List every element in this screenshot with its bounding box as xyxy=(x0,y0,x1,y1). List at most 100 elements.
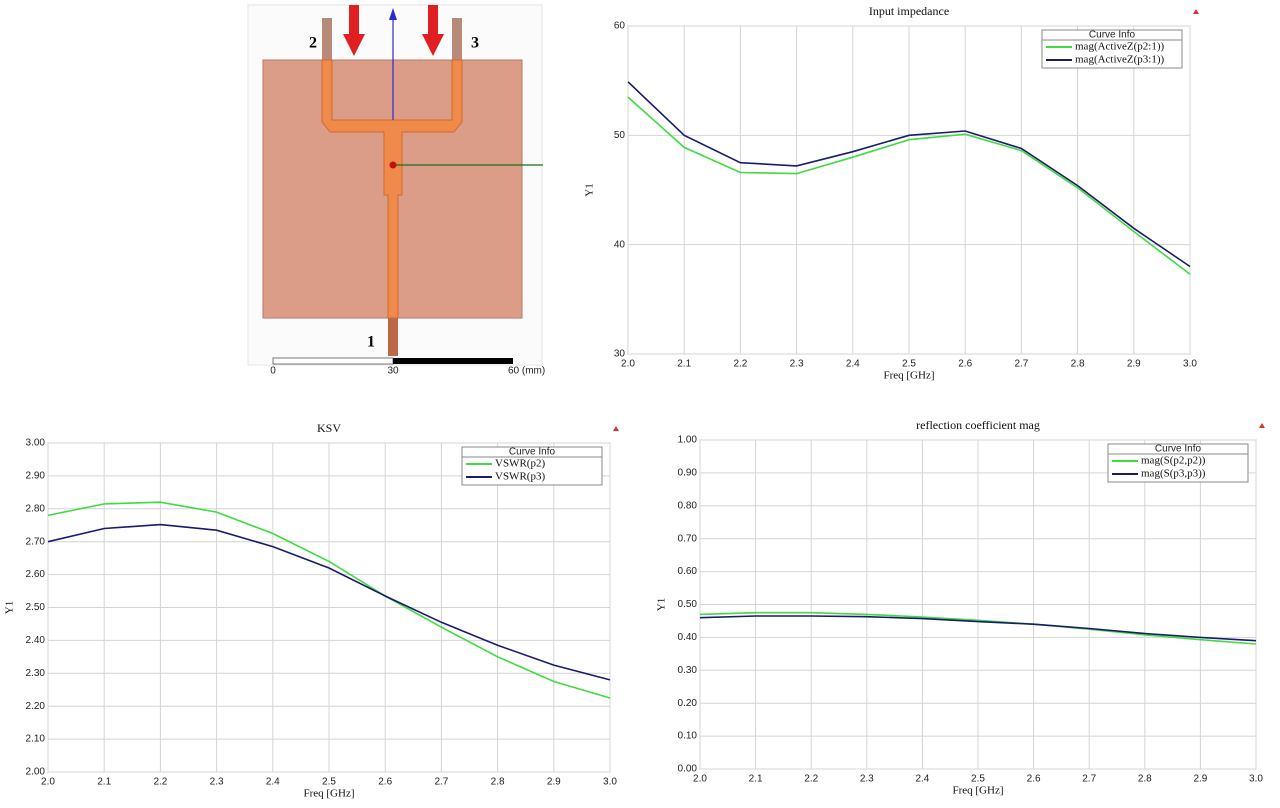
x-tick-label: 2.3 xyxy=(210,777,224,788)
x-axis-label: Freq [GHz] xyxy=(303,788,354,800)
y-axis-label: Y1 xyxy=(656,598,668,611)
x-axis-label: Freq [GHz] xyxy=(883,370,934,382)
x-tick-label: 2.5 xyxy=(322,777,336,788)
x-axis-label: Freq [GHz] xyxy=(952,785,1003,797)
y-tick-label: 2.20 xyxy=(26,701,46,712)
chart: 2.00 2.10 2.20 2.30 2.40 2.50 2.60 2.70 2.80 2.90… xyxy=(4,421,619,800)
y-tick-label: 30 xyxy=(614,349,626,360)
series-line xyxy=(699,615,1257,642)
y-tick-label: 0.10 xyxy=(678,731,698,742)
y-tick-label: 0.30 xyxy=(678,665,698,676)
scale-label: 60 (mm) xyxy=(508,366,545,377)
port-label: 1 xyxy=(367,334,375,351)
y-tick-label: 2.60 xyxy=(26,569,46,580)
y-tick-label: 2.40 xyxy=(26,635,46,646)
x-tick-label: 2.4 xyxy=(915,774,929,785)
y-tick-label: 0.90 xyxy=(678,468,698,479)
corner-marker xyxy=(613,426,619,431)
legend-label: mag(ActiveZ(p2:1)) xyxy=(1075,41,1165,53)
x-tick-label: 3.0 xyxy=(603,777,617,788)
y-tick-label: 0.40 xyxy=(678,632,698,643)
x-tick-label: 2.3 xyxy=(790,359,804,370)
x-tick-label: 2.4 xyxy=(846,359,860,370)
x-tick-label: 2.1 xyxy=(677,359,691,370)
legend-title: Curve Info xyxy=(509,447,556,458)
chart-title: reflection coefficient mag xyxy=(916,418,1040,432)
feed-point xyxy=(389,161,397,169)
y-tick-label: 2.30 xyxy=(26,668,46,679)
scale-label: 0 xyxy=(270,366,276,377)
chart: 0.00 0.10 0.20 0.30 0.40 0.50 0.60 0.70 0.80 0.90… xyxy=(656,418,1265,797)
y-tick-label: 2.70 xyxy=(26,536,46,547)
x-tick-label: 2.8 xyxy=(491,777,505,788)
series-line xyxy=(47,501,611,699)
x-tick-label: 3.0 xyxy=(1249,774,1263,785)
x-tick-label: 2.7 xyxy=(434,777,448,788)
excitation-arrow xyxy=(422,5,444,56)
y-tick-label: 2.00 xyxy=(26,767,46,778)
feed-network xyxy=(321,59,463,319)
x-tick-label: 2.4 xyxy=(266,777,280,788)
port-1 xyxy=(388,318,398,356)
y-tick-label: 2.10 xyxy=(26,734,46,745)
port-label: 2 xyxy=(309,35,317,52)
y-tick-label: 2.80 xyxy=(26,503,46,514)
legend-label: VSWR(p2) xyxy=(495,458,545,470)
y-tick-label: 2.50 xyxy=(26,602,46,613)
x-tick-label: 2.7 xyxy=(1082,774,1096,785)
port-label: 3 xyxy=(471,35,479,52)
y-tick-label: 0.50 xyxy=(678,599,698,610)
y-tick-label: 3.00 xyxy=(26,438,46,449)
legend-label: mag(S(p2,p2)) xyxy=(1141,455,1206,467)
x-tick-label: 2.0 xyxy=(621,359,635,370)
y-tick-label: 0.20 xyxy=(678,698,698,709)
y-tick-label: 40 xyxy=(614,239,626,250)
x-tick-label: 2.6 xyxy=(378,777,392,788)
x-tick-label: 3.0 xyxy=(1183,359,1197,370)
series-line xyxy=(47,523,611,681)
excitation-arrow xyxy=(343,5,365,56)
legend-label: VSWR(p3) xyxy=(495,471,545,483)
x-tick-label: 2.2 xyxy=(153,777,167,788)
port-3 xyxy=(452,18,462,60)
legend-title: Curve Info xyxy=(1089,30,1136,41)
y-tick-label: 1.00 xyxy=(678,435,698,446)
x-tick-label: 2.9 xyxy=(1193,774,1207,785)
scale-label: 30 xyxy=(387,366,399,377)
scale-bar xyxy=(272,357,394,365)
legend-box xyxy=(1041,29,1183,69)
legend-label: mag(ActiveZ(p3:1)) xyxy=(1075,54,1165,66)
y-tick-label: 0.00 xyxy=(678,764,698,775)
chart-title: Input impedance xyxy=(869,4,949,18)
x-tick-label: 2.8 xyxy=(1071,359,1085,370)
x-tick-label: 2.8 xyxy=(1138,774,1152,785)
x-tick-label: 2.5 xyxy=(902,359,916,370)
x-tick-label: 2.9 xyxy=(547,777,561,788)
x-tick-label: 2.0 xyxy=(41,777,55,788)
legend-title: Curve Info xyxy=(1155,444,1202,455)
x-tick-label: 2.2 xyxy=(733,359,747,370)
legend-box xyxy=(1107,443,1249,483)
corner-marker xyxy=(1259,423,1265,428)
series-line xyxy=(627,96,1191,275)
y-axis-label: Y1 xyxy=(584,183,596,196)
x-tick-label: 2.9 xyxy=(1127,359,1141,370)
chart-title: KSV xyxy=(317,421,341,435)
port-2 xyxy=(322,18,332,60)
x-tick-label: 2.6 xyxy=(958,359,972,370)
y-tick-label: 50 xyxy=(614,130,626,141)
legend-box xyxy=(461,446,603,486)
series-line xyxy=(699,611,1257,645)
y-axis-label: Y1 xyxy=(4,601,16,614)
corner-marker xyxy=(1193,9,1199,14)
x-tick-label: 2.0 xyxy=(693,774,707,785)
x-tick-label: 2.2 xyxy=(804,774,818,785)
x-tick-label: 2.3 xyxy=(860,774,874,785)
y-tick-label: 0.80 xyxy=(678,500,698,511)
series-line xyxy=(627,81,1191,268)
y-tick-label: 0.70 xyxy=(678,533,698,544)
x-tick-label: 2.7 xyxy=(1014,359,1028,370)
chart: 30 40 50 60 2.0 2.1 2.2 2.3 2.4 2.5 2.6 2.7 2.8 2.9 3.… xyxy=(584,4,1199,382)
x-tick-label: 2.5 xyxy=(971,774,985,785)
